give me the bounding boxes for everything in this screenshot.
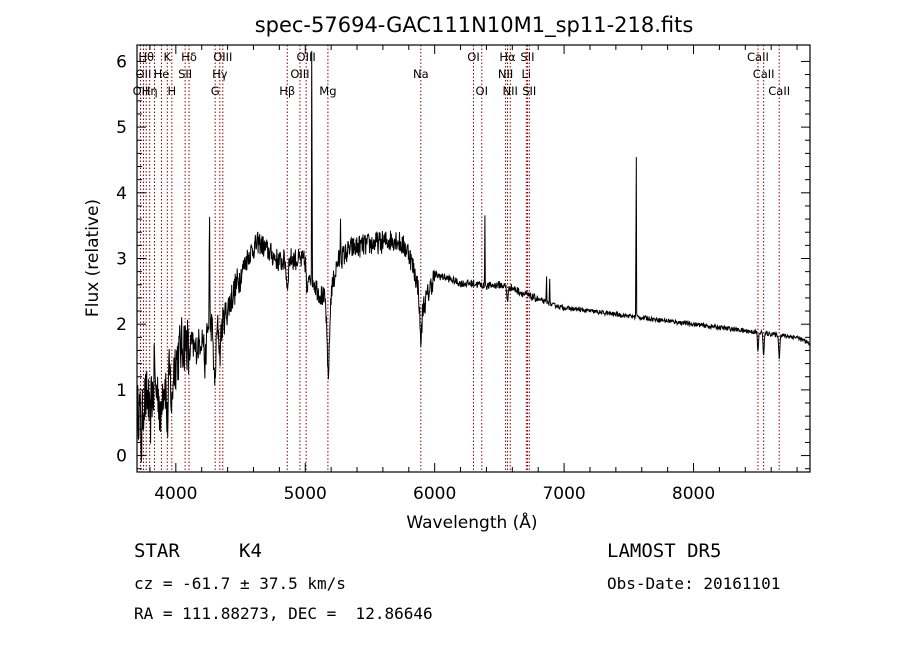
object-class: STAR [134, 540, 180, 562]
x-axis: 4000 5000 6000 7000 8000 [149, 45, 798, 504]
line-marker-label: CaII [753, 67, 775, 81]
survey-name: LAMOST DR5 [607, 540, 722, 562]
y-axis: 0 1 2 3 4 5 6 [116, 52, 810, 470]
object-subclass: K4 [239, 540, 262, 562]
line-marker-label: Na [413, 67, 429, 81]
line-marker-label: Li [521, 67, 531, 81]
y-axis-label: Flux (relative) [83, 199, 103, 317]
line-marker-label: Hδ [181, 50, 197, 64]
x-axis-label: Wavelength (Å) [406, 511, 537, 533]
chart-title: spec-57694-GAC111N10M1_sp11-218.fits [255, 13, 694, 38]
x-tick-label: 5000 [284, 484, 327, 504]
y-tick-label: 1 [116, 381, 127, 401]
line-marker-label: OIII [213, 50, 232, 64]
observation-date: Obs-Date: 20161101 [607, 574, 781, 593]
y-tick-label: 3 [116, 250, 127, 270]
line-marker-label: H [167, 84, 176, 98]
y-tick-label: 6 [116, 52, 127, 72]
line-marker-label: G [211, 84, 220, 98]
line-marker-label: He [154, 67, 170, 81]
x-tick-label: 6000 [413, 484, 456, 504]
line-marker-label: CaII [768, 84, 790, 98]
line-marker-label: SII [520, 50, 534, 64]
line-marker-label: Hη [142, 84, 158, 98]
y-tick-label: 0 [116, 447, 127, 467]
line-marker-label: CaII [747, 50, 769, 64]
line-marker-label: K [164, 50, 172, 64]
line-markers: OIIOIIHθHηHeKHSIIHδGHγOIIIHβOIIIOIIIMgNa… [133, 45, 790, 472]
line-marker-label: OIII [290, 67, 309, 81]
line-marker-label: OII [136, 67, 152, 81]
line-marker-label: OI [476, 84, 488, 98]
x-tick-label: 8000 [672, 484, 715, 504]
x-tick-label: 7000 [542, 484, 585, 504]
line-marker-label: NII [503, 84, 518, 98]
redshift-readout: cz = -61.7 ± 37.5 km/s [134, 574, 346, 593]
spectrum-line [136, 50, 811, 463]
line-marker-label: Mg [319, 84, 336, 98]
y-tick-label: 4 [116, 184, 127, 204]
line-marker-label: Hγ [212, 67, 228, 81]
x-tick-label: 4000 [154, 484, 197, 504]
line-marker-label: Hβ [279, 84, 295, 98]
line-marker-label: Hα [499, 50, 516, 64]
line-marker-label: OIII [297, 50, 316, 64]
line-marker-label: SII [522, 84, 536, 98]
line-marker-label: OI [467, 50, 479, 64]
y-tick-label: 5 [116, 118, 127, 138]
line-marker-label: NII [498, 67, 513, 81]
spectrum-series [136, 50, 811, 463]
line-marker-label: SII [178, 67, 192, 81]
y-tick-label: 2 [116, 315, 127, 335]
coordinates-readout: RA = 111.88273, DEC = 12.86646 [134, 604, 433, 623]
